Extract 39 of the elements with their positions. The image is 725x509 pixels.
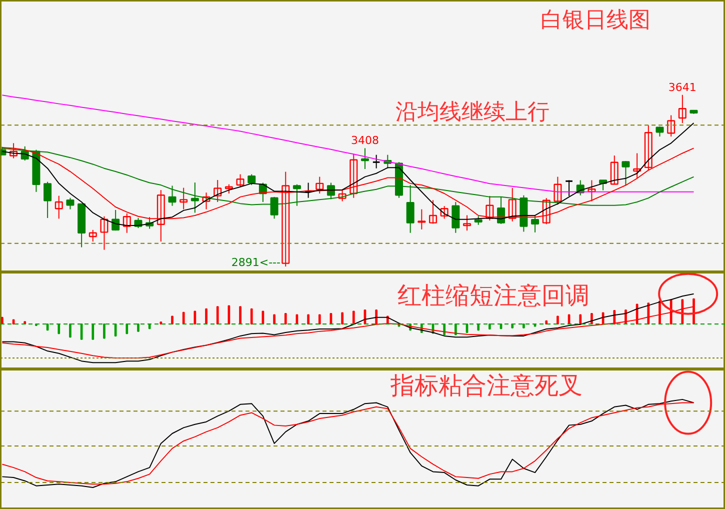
candlestick xyxy=(236,174,244,188)
annotation: 指标粘合注意死叉 xyxy=(390,372,582,400)
candlestick xyxy=(316,176,324,194)
candlestick xyxy=(452,201,460,234)
candlestick xyxy=(656,126,664,138)
candlestick xyxy=(588,180,596,202)
candlestick xyxy=(554,176,562,206)
candlestick xyxy=(44,181,52,218)
candlestick xyxy=(418,208,426,230)
candlestick xyxy=(564,180,574,197)
annotation: 3408 xyxy=(350,134,379,148)
candlestick xyxy=(610,155,618,186)
candlestick xyxy=(463,214,472,232)
candlestick xyxy=(54,195,63,220)
candlestick xyxy=(66,197,74,210)
candlestick xyxy=(180,187,188,210)
candlestick xyxy=(360,148,369,170)
candlestick xyxy=(531,214,540,233)
annotation: 2891<--- xyxy=(231,256,281,269)
candlestick xyxy=(440,206,448,220)
candlestick xyxy=(667,114,676,138)
candlestick xyxy=(100,216,108,250)
candlestick xyxy=(224,184,233,194)
annotation: 3641 xyxy=(668,80,696,94)
candlestick xyxy=(429,200,438,224)
candlestick xyxy=(202,192,210,210)
candlestick xyxy=(372,154,380,169)
candlestick xyxy=(248,174,256,186)
chart-title: 白银日线图 xyxy=(540,8,650,33)
candlestick xyxy=(350,153,358,198)
annotation: 沿均线继续上行 xyxy=(396,100,550,125)
candlestick xyxy=(678,94,686,124)
candlestick xyxy=(338,188,346,202)
candlestick xyxy=(326,182,335,200)
candlestick xyxy=(88,229,97,242)
annotation: 红柱缩短注意回调 xyxy=(398,282,590,310)
candlestick xyxy=(214,180,222,202)
candlestick xyxy=(633,152,642,179)
candlestick xyxy=(622,160,630,186)
